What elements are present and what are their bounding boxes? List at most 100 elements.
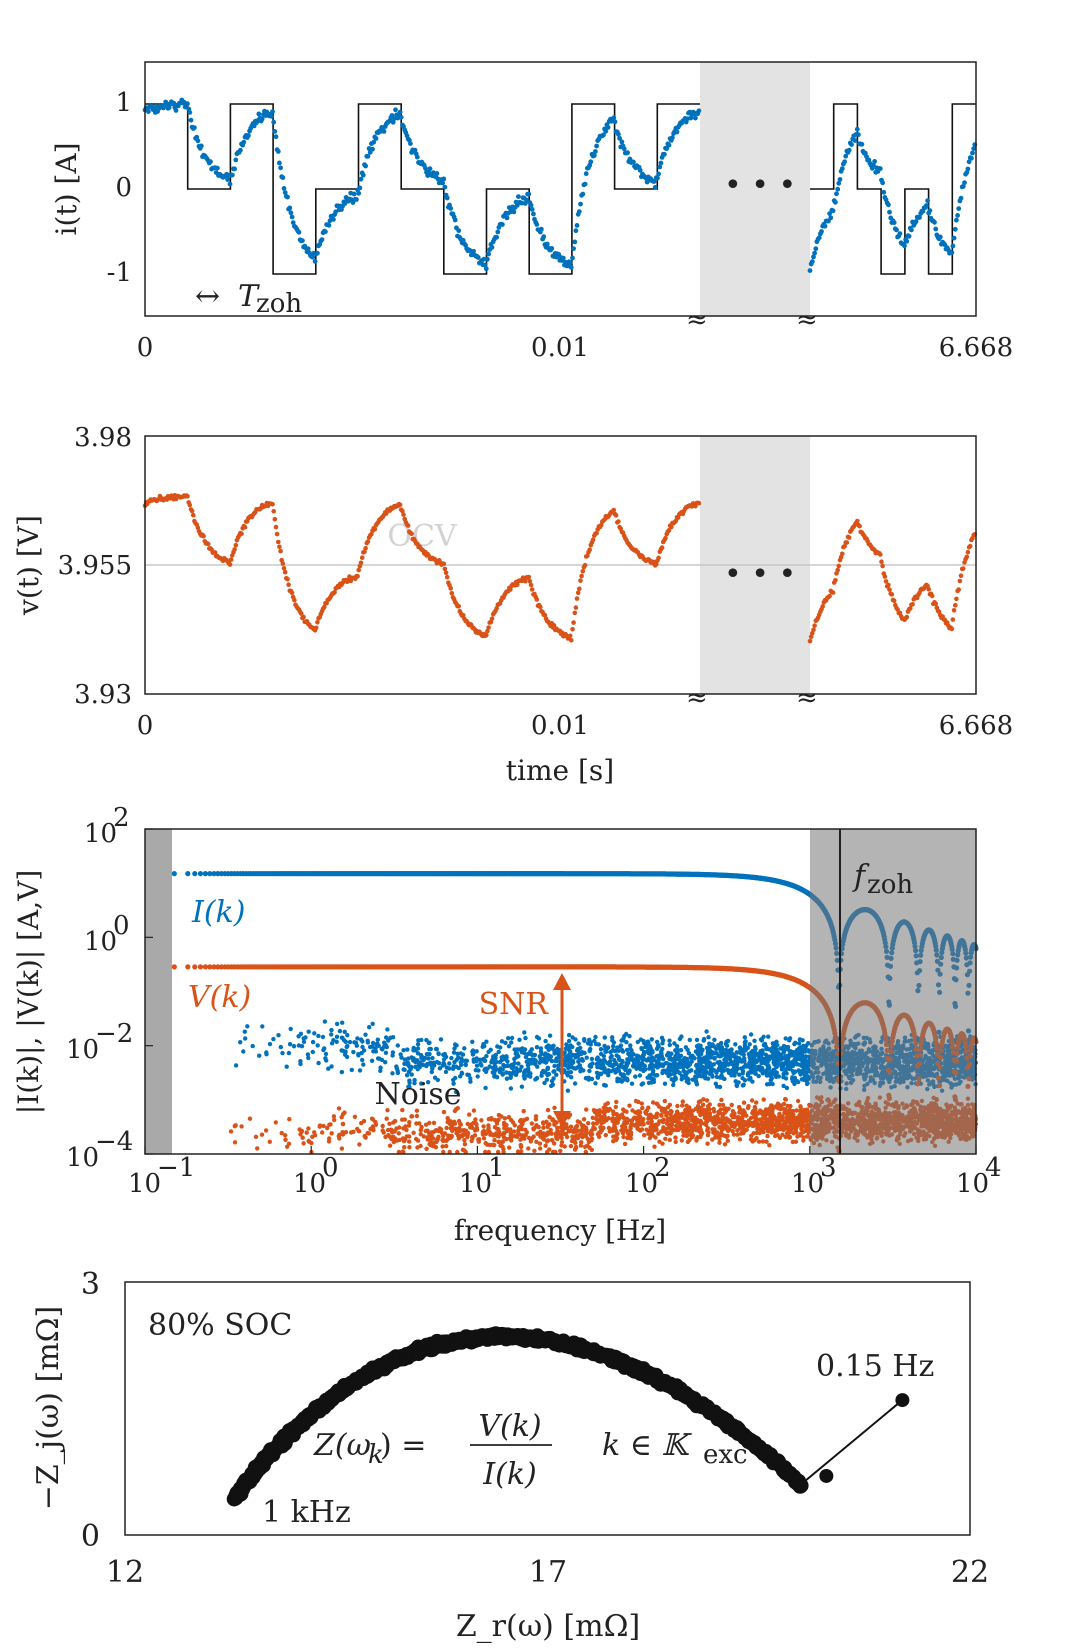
voltage-point — [542, 612, 548, 618]
break-mark-left: ≈ — [686, 305, 708, 335]
current-noise-point — [353, 1040, 359, 1046]
voltage-point — [857, 523, 862, 529]
current-noise-point — [405, 1047, 410, 1052]
voltage-point — [585, 553, 590, 558]
voltage-point — [949, 626, 955, 632]
current-noise-point — [427, 1051, 432, 1057]
current-noise-point — [503, 1040, 508, 1046]
current-noise-point — [758, 1057, 763, 1062]
current-noise-point — [770, 1081, 775, 1087]
current-noise-point — [649, 1050, 654, 1055]
current-noise-point — [752, 1038, 757, 1044]
current-noise-point — [337, 1028, 343, 1034]
current-noise-point — [434, 1047, 439, 1052]
current-point — [812, 250, 817, 256]
current-noise-point — [547, 1033, 553, 1038]
current-point — [360, 172, 366, 178]
voltage-point — [286, 582, 291, 587]
current-noise-point — [743, 1039, 748, 1044]
voltage-point — [883, 579, 889, 584]
current-point — [826, 218, 831, 224]
current-point — [904, 238, 910, 244]
current-point — [591, 153, 597, 158]
current-noise-point — [406, 1069, 412, 1075]
voltage-point — [613, 513, 619, 518]
current-noise-point — [360, 1044, 365, 1050]
current-point — [544, 241, 550, 247]
tzoh-arrow: ↔ — [195, 279, 220, 314]
current-noise-point — [339, 1048, 344, 1053]
current-noise-point — [298, 1059, 303, 1064]
voltage-noise-point — [541, 1125, 546, 1130]
current-noise-point — [523, 1035, 528, 1041]
voltage-noise-point — [622, 1141, 628, 1147]
tzoh-label: T — [238, 279, 260, 314]
current-point — [273, 134, 279, 140]
current-point — [398, 114, 404, 120]
current-noise-point — [634, 1065, 640, 1071]
current-noise-point — [465, 1072, 470, 1077]
voltage-point — [233, 542, 239, 548]
voltage-noise-point — [370, 1126, 376, 1131]
current-noise-point — [627, 1069, 632, 1075]
voltage-noise-point — [650, 1100, 656, 1105]
current-noise-point — [509, 1065, 514, 1070]
current-point — [185, 101, 190, 107]
current-point — [578, 201, 583, 207]
current-noise-point — [669, 1057, 674, 1062]
current-noise-point — [603, 1049, 609, 1054]
current-noise-point — [758, 1049, 763, 1054]
current-noise-point — [802, 1049, 808, 1054]
current-noise-point — [704, 1045, 710, 1051]
voltage-point — [929, 593, 935, 599]
current-noise-point — [783, 1036, 788, 1041]
voltage-point — [443, 570, 449, 576]
current-noise-point — [783, 1054, 788, 1059]
voltage-point — [299, 611, 304, 616]
current-point — [839, 166, 845, 172]
current-noise-point — [355, 1036, 360, 1041]
current-point — [933, 226, 939, 232]
current-noise-point — [696, 1055, 702, 1061]
current-noise-point — [566, 1038, 572, 1044]
voltage-point — [570, 627, 575, 632]
voltage-noise-point — [543, 1143, 548, 1148]
current-noise-point — [648, 1046, 653, 1051]
voltage-noise-point — [660, 1141, 665, 1146]
current-noise-point — [595, 1071, 601, 1076]
voltage-point — [232, 547, 237, 552]
voltage-noise-point — [328, 1122, 333, 1127]
current-noise-point — [357, 1068, 363, 1073]
voltage-point — [673, 518, 679, 524]
current-point — [637, 167, 643, 173]
voltage-point — [489, 616, 495, 621]
voltage-noise-point — [783, 1096, 788, 1102]
current-point — [326, 222, 332, 228]
current-noise-point — [742, 1045, 748, 1051]
current-noise-point — [598, 1047, 604, 1052]
current-noise-point — [257, 1053, 262, 1058]
current-point — [927, 208, 933, 214]
current-noise-point — [287, 1042, 293, 1047]
voltage-point — [315, 620, 320, 625]
current-noise-point — [612, 1057, 617, 1063]
voltage-point — [567, 633, 573, 639]
current-noise-point — [546, 1047, 551, 1053]
unexcited-low-band — [145, 829, 172, 1154]
voltage-point — [486, 625, 491, 630]
current-noise-point — [763, 1043, 768, 1049]
voltage-point — [355, 573, 360, 579]
zoh-step-line-right — [810, 103, 976, 275]
current-noise-point — [679, 1073, 685, 1079]
voltage-point — [889, 592, 895, 597]
voltage-noise-point — [407, 1139, 412, 1144]
current-noise-point — [522, 1030, 527, 1035]
current-noise-point — [500, 1071, 505, 1077]
current-noise-point — [436, 1061, 442, 1066]
current-noise-point — [565, 1088, 571, 1093]
current-noise-point — [241, 1049, 246, 1054]
voltage-noise-point — [267, 1139, 272, 1145]
voltage-point — [442, 566, 448, 572]
voltage-point — [807, 638, 813, 644]
current-noise-point — [766, 1034, 771, 1039]
